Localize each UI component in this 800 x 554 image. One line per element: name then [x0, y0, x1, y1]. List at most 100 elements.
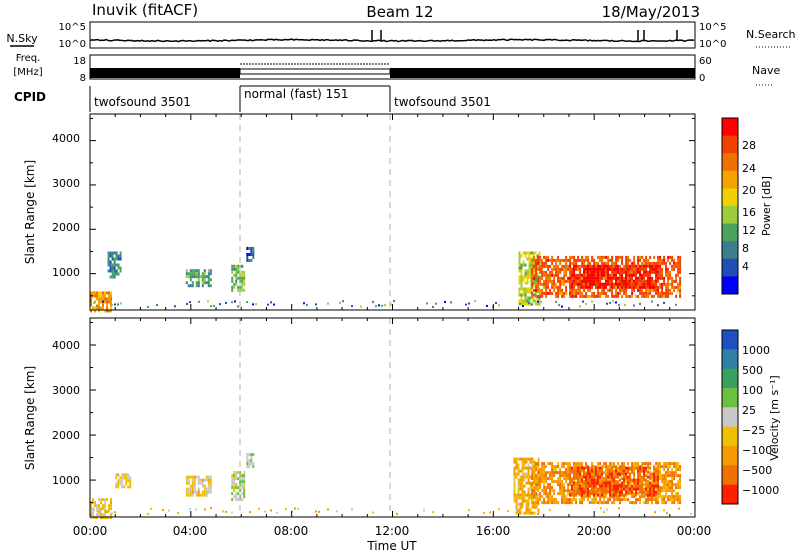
- heatmap-cell: [649, 267, 651, 271]
- heatmap-cell: [527, 457, 530, 461]
- x-tick-5: 20:00: [577, 524, 612, 538]
- heatmap-cell: [613, 282, 615, 286]
- heatmap-cell: [573, 270, 575, 274]
- velocity-cbar-tick-25: 25: [742, 404, 756, 417]
- heatmap-cell: [669, 255, 672, 259]
- heatmap-cell: [541, 291, 544, 295]
- heatmap-cell: [555, 258, 558, 262]
- heatmap-cell: [619, 466, 621, 470]
- heatmap-cell: [619, 276, 621, 280]
- ground-scatter-cell: [633, 304, 635, 307]
- heatmap-cell: [591, 498, 594, 502]
- ground-scatter-cell: [105, 509, 107, 512]
- heatmap-cell: [641, 462, 644, 466]
- heatmap-cell: [625, 276, 627, 280]
- heatmap-cell: [615, 490, 617, 494]
- heatmap-cell: [643, 478, 645, 482]
- heatmap-cell: [537, 480, 540, 484]
- heatmap-cell: [92, 498, 94, 502]
- heatmap-cell: [233, 495, 236, 499]
- heatmap-cell: [563, 489, 566, 493]
- heatmap-cell: [589, 472, 591, 476]
- heatmap-cell: [579, 475, 581, 479]
- ground-scatter-cell: [114, 303, 116, 306]
- heatmap-cell: [623, 276, 626, 280]
- heatmap-cell: [665, 489, 668, 493]
- heatmap-cell: [649, 273, 651, 277]
- heatmap-cell: [585, 264, 587, 268]
- heatmap-cell: [237, 264, 240, 268]
- heatmap-cell: [515, 460, 518, 464]
- heatmap-cell: [653, 288, 656, 292]
- heatmap-cell: [543, 465, 546, 469]
- heatmap-cell: [651, 282, 653, 286]
- heatmap-cell: [205, 478, 208, 482]
- heatmap-cell: [529, 487, 532, 491]
- heatmap-cell: [621, 493, 623, 497]
- ground-scatter-cell: [498, 508, 500, 511]
- heatmap-cell: [100, 501, 102, 505]
- heatmap-cell: [553, 489, 556, 493]
- heatmap-cell: [671, 489, 674, 493]
- heatmap-cell: [110, 300, 112, 304]
- heatmap-cell: [573, 291, 576, 295]
- heatmap-cell: [619, 273, 621, 277]
- heatmap-cell: [557, 270, 560, 274]
- heatmap-cell: [673, 495, 676, 499]
- heatmap-cell: [541, 471, 544, 475]
- heatmap-cell: [195, 490, 198, 494]
- heatmap-cell: [547, 501, 550, 505]
- heatmap-cell: [597, 267, 599, 271]
- heatmap-cell: [113, 275, 116, 279]
- heatmap-cell: [538, 260, 541, 264]
- heatmap-cell: [523, 460, 526, 464]
- heatmap-cell: [609, 285, 612, 289]
- ground-scatter-cell: [606, 508, 608, 511]
- heatmap-cell: [524, 254, 527, 258]
- heatmap-cell: [599, 282, 601, 286]
- heatmap-cell: [597, 261, 600, 265]
- heatmap-cell: [639, 466, 641, 470]
- heatmap-cell: [521, 463, 524, 467]
- heatmap-cell: [647, 501, 650, 505]
- heatmap-cell: [677, 264, 680, 268]
- heatmap-cell: [603, 501, 606, 505]
- heatmap-cell: [651, 264, 653, 268]
- heatmap-cell: [555, 264, 558, 268]
- heatmap-cell: [667, 465, 670, 469]
- heatmap-cell: [657, 462, 660, 466]
- heatmap-cell: [522, 287, 525, 291]
- heatmap-cell: [248, 453, 251, 457]
- heatmap-cell: [559, 489, 562, 493]
- heatmap-cell: [205, 275, 208, 279]
- heatmap-cell: [513, 466, 516, 470]
- heatmap-cell: [569, 501, 572, 505]
- heatmap-cell: [675, 483, 678, 487]
- heatmap-cell: [187, 490, 190, 494]
- heatmap-cell: [667, 288, 670, 292]
- power-y-tick-4000: 4000: [52, 132, 80, 145]
- nave-tick-top: 60: [699, 56, 712, 67]
- heatmap-cell: [635, 493, 637, 497]
- heatmap-cell: [531, 291, 534, 295]
- heatmap-cell: [541, 264, 544, 268]
- ground-scatter-cell: [102, 300, 104, 303]
- heatmap-cell: [549, 492, 552, 496]
- heatmap-cell: [525, 508, 528, 512]
- heatmap-cell: [623, 493, 625, 497]
- heatmap-cell: [657, 501, 660, 505]
- ground-scatter-cell: [186, 302, 188, 305]
- heatmap-cell: [531, 276, 534, 280]
- heatmap-cell: [601, 475, 603, 479]
- heatmap-cell: [106, 297, 108, 301]
- heatmap-cell: [629, 267, 631, 271]
- heatmap-cell: [532, 296, 535, 300]
- ground-scatter-cell: [336, 510, 338, 513]
- heatmap-cell: [575, 261, 578, 265]
- heatmap-cell: [549, 270, 552, 274]
- heatmap-cell: [528, 296, 531, 300]
- heatmap-cell: [543, 291, 546, 295]
- heatmap-cell: [185, 478, 188, 482]
- colorbar-swatch: [722, 206, 738, 225]
- heatmap-cell: [563, 498, 566, 502]
